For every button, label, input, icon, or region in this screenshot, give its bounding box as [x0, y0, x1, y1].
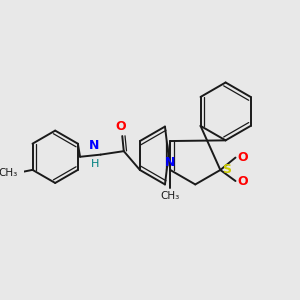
Text: O: O — [237, 151, 247, 164]
Text: S: S — [222, 164, 231, 176]
Text: CH₃: CH₃ — [160, 191, 180, 201]
Text: H: H — [91, 159, 99, 169]
Text: N: N — [165, 156, 175, 169]
Text: CH₃: CH₃ — [0, 168, 17, 178]
Text: O: O — [116, 120, 126, 133]
Text: N: N — [89, 139, 99, 152]
Text: O: O — [237, 175, 247, 188]
